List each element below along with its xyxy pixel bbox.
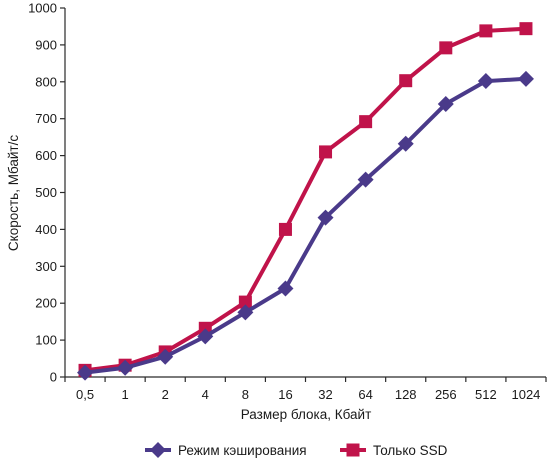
legend-marker bbox=[346, 443, 360, 457]
x-tick-label: 256 bbox=[435, 387, 457, 402]
data-point bbox=[77, 364, 94, 381]
y-tick-label: 0 bbox=[50, 370, 57, 385]
x-tick-label: 4 bbox=[202, 387, 209, 402]
x-axis-label: Размер блока, Кбайт bbox=[241, 407, 372, 422]
legend-item: Только SSD bbox=[340, 443, 448, 458]
series-line bbox=[83, 26, 528, 373]
data-point bbox=[479, 24, 493, 38]
x-tick-label: 1 bbox=[122, 387, 129, 402]
data-point bbox=[317, 209, 334, 226]
legend: Режим кэширования Только SSD bbox=[145, 442, 448, 458]
x-tick-label: 8 bbox=[242, 387, 249, 402]
data-point bbox=[437, 95, 454, 112]
data-point bbox=[359, 115, 373, 129]
x-tick-label: 128 bbox=[395, 387, 417, 402]
data-point bbox=[519, 22, 533, 36]
x-tick-label: 0,5 bbox=[76, 387, 94, 402]
y-tick-label: 400 bbox=[35, 222, 57, 237]
data-point bbox=[397, 135, 414, 152]
y-tick-label: 1000 bbox=[28, 1, 57, 16]
legend-marker bbox=[150, 442, 166, 458]
data-point bbox=[477, 73, 494, 90]
legend-label: Только SSD bbox=[373, 443, 448, 458]
legend-item: Режим кэширования bbox=[145, 442, 307, 458]
x-tick-label: 512 bbox=[475, 387, 497, 402]
x-tick-label: 64 bbox=[358, 387, 372, 402]
series-layer bbox=[77, 22, 534, 381]
data-point bbox=[197, 328, 214, 345]
data-point bbox=[198, 321, 212, 335]
data-point bbox=[238, 295, 252, 309]
x-tick-label: 32 bbox=[318, 387, 332, 402]
series-2 bbox=[78, 22, 533, 377]
y-tick-label: 800 bbox=[35, 74, 57, 89]
y-tick-label: 700 bbox=[35, 111, 57, 126]
data-point bbox=[117, 359, 134, 376]
data-point bbox=[399, 74, 413, 88]
data-point bbox=[357, 171, 374, 188]
data-point bbox=[277, 280, 294, 297]
data-point bbox=[278, 222, 292, 236]
y-axis-ticks: 0 100 200 300 400 500 600 700 800 900 1000 bbox=[28, 1, 65, 385]
data-point bbox=[157, 348, 174, 365]
series-line bbox=[83, 76, 528, 375]
data-point bbox=[319, 145, 333, 159]
x-axis-ticks: 0,5 1 2 4 8 16 32 64 128 256 512 1024 bbox=[64, 377, 547, 402]
y-axis-label: Скорость, Мбайт/с bbox=[6, 135, 21, 251]
legend-label: Режим кэширования bbox=[178, 443, 307, 458]
x-tick-label: 1024 bbox=[511, 387, 540, 402]
x-tick-label: 2 bbox=[162, 387, 169, 402]
series-1 bbox=[77, 70, 534, 381]
y-tick-label: 100 bbox=[35, 333, 57, 348]
y-tick-label: 900 bbox=[35, 37, 57, 52]
y-tick-label: 500 bbox=[35, 185, 57, 200]
x-tick-label: 16 bbox=[278, 387, 292, 402]
data-point bbox=[517, 70, 534, 87]
y-tick-label: 200 bbox=[35, 296, 57, 311]
y-tick-label: 600 bbox=[35, 148, 57, 163]
data-point bbox=[237, 304, 254, 321]
data-point bbox=[439, 41, 453, 55]
y-tick-label: 300 bbox=[35, 259, 57, 274]
